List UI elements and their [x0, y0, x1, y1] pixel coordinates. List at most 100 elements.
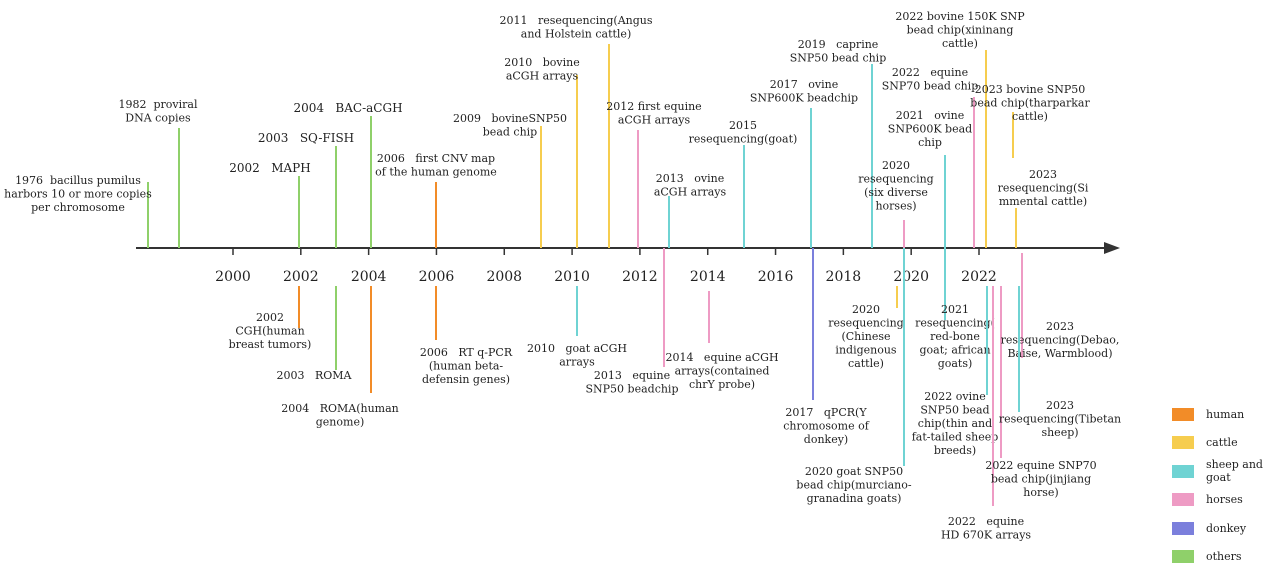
event-label: SNP50 beadchip: [585, 383, 678, 396]
event-label: 2020: [852, 303, 880, 316]
event-label: SNP50 bead: [920, 404, 989, 417]
event-label: horses): [875, 200, 916, 213]
event-label: 2010 goat aCGH: [527, 342, 627, 355]
year-tick-label: 2002: [283, 269, 319, 285]
event-label: 2017 qPCR(Y: [785, 406, 867, 419]
timeline-event: 2002 MAPH: [229, 161, 311, 248]
year-tick-label: 2014: [690, 269, 726, 285]
event-label: mmental cattle): [999, 195, 1087, 208]
year-ticks: 2000 2002 2004 2006 2008 2010 2012 2014 2016 2018…: [215, 248, 997, 285]
event-label: SNP50 bead chip: [790, 52, 887, 65]
year-tick-label: 2018: [826, 269, 862, 285]
legend-label: human: [1206, 407, 1245, 421]
event-label: donkey): [804, 433, 848, 446]
event-label: 2023: [1029, 168, 1057, 181]
event-label: (human beta-: [429, 360, 504, 373]
legend-swatch: [1172, 521, 1194, 535]
event-label: SNP600K beadchip: [750, 92, 858, 105]
event-label: 2011 resequencing(Angus: [499, 14, 652, 27]
event-label: resequencing(Debao,: [1001, 334, 1120, 347]
event-label: 2020: [882, 159, 910, 172]
event-label: 2009 bovineSNP50: [453, 112, 567, 125]
event-label: of the human genome: [375, 166, 497, 179]
timeline-event: 2003 SQ-FISH: [258, 131, 354, 248]
legend-item: human: [1172, 400, 1282, 429]
event-label: harbors 10 or more copies: [4, 188, 152, 201]
timeline-event: 2020resequencing(Chineseindigenouscattle…: [828, 286, 904, 370]
event-label: 2002 MAPH: [229, 161, 310, 175]
event-label: 2017 ovine: [770, 78, 838, 91]
event-label: and Holstein cattle): [521, 28, 631, 41]
event-label: chrY probe): [689, 378, 755, 391]
event-label: resequencing(goat): [689, 133, 798, 146]
axis-arrow-head: [1104, 242, 1120, 254]
event-label: 2022 equine: [892, 66, 968, 79]
event-label: DNA copies: [125, 112, 191, 125]
event-label: goat; african: [919, 344, 990, 357]
legend-swatch: [1172, 493, 1194, 507]
event-label: resequencing(: [915, 317, 995, 330]
legend-label: cattle: [1206, 436, 1238, 450]
legend-label: horses: [1206, 493, 1243, 507]
event-label: CGH(human: [235, 325, 304, 338]
event-label: 2020 goat SNP50: [805, 465, 903, 478]
legend-swatch: [1172, 550, 1194, 564]
legend-item: cattle: [1172, 429, 1282, 458]
event-label: resequencing(Si: [998, 182, 1089, 195]
event-label: indigenous: [835, 344, 897, 357]
event-label: 2013 equine: [594, 369, 670, 382]
event-label: 2013 ovine: [656, 172, 724, 185]
year-tick-label: 2016: [758, 269, 794, 285]
event-label: 2003 SQ-FISH: [258, 131, 354, 145]
event-label: bead chip(xininang: [907, 24, 1014, 37]
event-label: HD 670K arrays: [941, 529, 1031, 542]
legend-item: horses: [1172, 486, 1282, 515]
event-label: breeds): [934, 444, 976, 457]
event-label: chip(thin and: [918, 417, 992, 430]
event-label: 2023: [1046, 320, 1074, 333]
event-label: chromosome of: [783, 420, 870, 433]
timeline-event: 2004 BAC-aCGH: [293, 101, 403, 248]
legend-label: others: [1206, 550, 1242, 564]
event-label: (six diverse: [864, 186, 928, 199]
legend-swatch: [1172, 464, 1194, 478]
legend-label: sheep and goat: [1206, 458, 1263, 485]
event-label: 2010 bovine: [504, 56, 579, 69]
year-tick-label: 2000: [215, 269, 251, 285]
event-label: 2019 caprine: [798, 38, 879, 51]
year-tick-label: 2010: [554, 269, 590, 285]
event-label: bead chip(jinjiang: [991, 473, 1091, 486]
year-tick-label: 2004: [351, 269, 387, 285]
event-label: 2002: [256, 311, 284, 324]
year-tick-label: 2008: [486, 269, 522, 285]
event-label: red-bone: [930, 330, 980, 343]
event-label: 2012 first equine: [606, 100, 701, 113]
event-label: 2004 ROMA(human: [281, 402, 399, 415]
timeline-axis: [136, 242, 1120, 254]
event-label: SNP600K bead: [888, 123, 972, 136]
legend-item: donkey: [1172, 514, 1282, 543]
event-label: arrays(contained: [675, 365, 770, 378]
event-label: 2006 RT q-PCR: [420, 346, 513, 359]
